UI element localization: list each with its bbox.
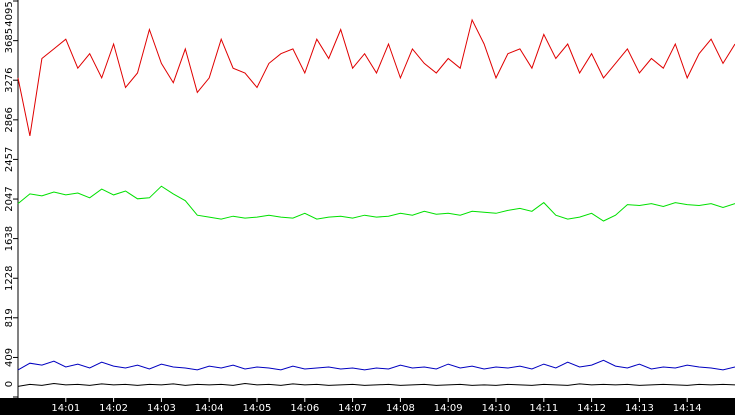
x-tick-label: 14:05: [243, 403, 272, 414]
series-line: [17, 359, 735, 371]
x-tick-label: 14:04: [195, 403, 224, 414]
x-tick-label: 14:13: [625, 403, 654, 414]
y-tick-label: 819: [4, 308, 15, 327]
x-tick-label: 14:14: [673, 403, 702, 414]
series-line: [17, 185, 735, 222]
y-tick-label: 1638: [4, 226, 15, 251]
x-tick-label: 14:01: [51, 403, 80, 414]
series-line: [17, 18, 735, 137]
x-tick-label: 14:11: [529, 403, 558, 414]
y-tick-label: 409: [4, 348, 15, 367]
y-tick-label: 3685: [4, 28, 15, 53]
y-tick-label: 2047: [4, 186, 15, 211]
x-tick-label: 14:06: [290, 403, 319, 414]
y-tick-label: 4095: [4, 1, 15, 26]
y-tick-label: 1228: [4, 266, 15, 291]
x-tick-label: 14:12: [577, 403, 606, 414]
y-tick-label: 2866: [4, 107, 15, 132]
x-tick-label: 14:10: [482, 403, 511, 414]
y-tick-label: 3276: [4, 67, 15, 92]
x-tick-label: 14:07: [338, 403, 367, 414]
time-bar: [0, 398, 735, 415]
series-line: [17, 382, 735, 387]
x-tick-label: 14:08: [386, 403, 415, 414]
y-tick-label: 0: [4, 381, 15, 387]
x-tick-label: 14:09: [434, 403, 463, 414]
x-tick-label: 14:03: [147, 403, 176, 414]
x-tick-label: 14:02: [99, 403, 128, 414]
y-tick-label: 2457: [4, 147, 15, 172]
